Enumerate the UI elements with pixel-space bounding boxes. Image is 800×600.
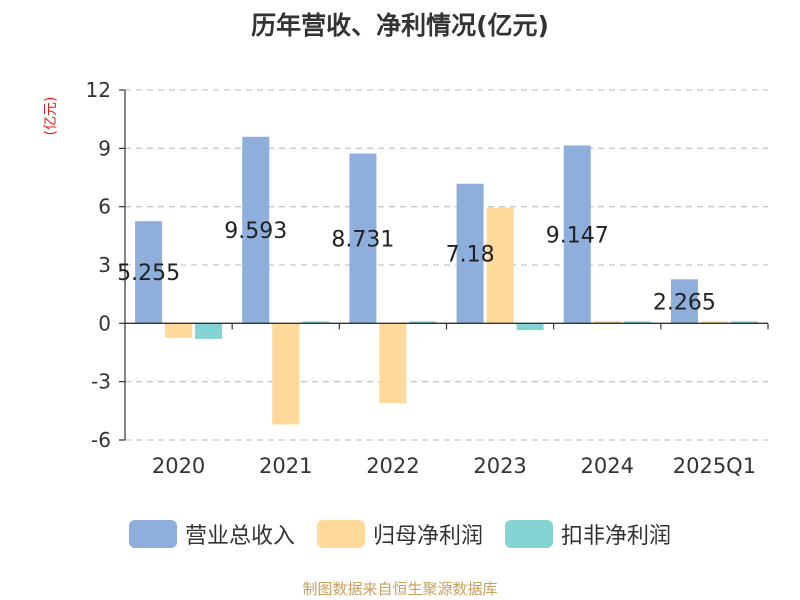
bar-net-profit — [593, 321, 621, 324]
y-tick-label: -3 — [91, 370, 111, 394]
data-label: 9.147 — [546, 223, 609, 248]
bar-revenue — [242, 136, 270, 324]
data-source-note: 制图数据来自恒生聚源数据库 — [302, 580, 498, 598]
y-tick-label: 3 — [98, 253, 111, 277]
data-label: 2.265 — [653, 290, 716, 315]
bar-revenue — [670, 279, 698, 324]
data-label: 5.255 — [117, 261, 180, 286]
legend-label-net-profit: 归母净利润 — [372, 524, 483, 549]
legend-swatch-deducted-net-profit — [505, 520, 553, 548]
x-tick-label: 2025Q1 — [673, 454, 756, 478]
x-tick-label: 2020 — [152, 454, 205, 478]
bar-chart-plot: 12 9 6 3 0 -3 -6 2020 2021 2022 2023 2024 2025Q1 5.25… — [86, 78, 769, 478]
bar-deducted-net-profit — [623, 321, 651, 324]
bar-revenue — [349, 153, 377, 324]
data-label: 7.18 — [446, 243, 495, 268]
y-tick-label: 9 — [98, 136, 111, 160]
x-tick-label: 2021 — [259, 454, 312, 478]
bar-revenue — [563, 145, 591, 324]
legend-swatch-revenue — [128, 520, 177, 548]
bar-net-profit — [165, 323, 193, 338]
y-tick-label: 12 — [86, 78, 111, 102]
legend-swatch-net-profit — [316, 520, 365, 548]
bar-net-profit — [700, 321, 728, 324]
legend: 营业总收入 归母净利润 扣非净利润 — [0, 518, 800, 550]
y-tick-label: 0 — [98, 311, 111, 335]
bar-deducted-net-profit — [516, 323, 544, 331]
data-label: 9.593 — [224, 219, 287, 244]
x-tick-label: 2023 — [473, 454, 526, 478]
bar-deducted-net-profit — [409, 321, 437, 324]
y-tick-label: 6 — [98, 195, 111, 219]
x-tick-label: 2024 — [581, 454, 634, 478]
bar-deducted-net-profit — [730, 321, 758, 324]
legend-label-deducted-net-profit: 扣非净利润 — [561, 524, 672, 549]
bar-net-profit — [379, 323, 407, 404]
x-tick-label: 2022 — [366, 454, 419, 478]
legend-item-net-profit[interactable]: 归母净利润 — [316, 518, 483, 550]
y-tick-label: -6 — [91, 428, 111, 452]
bar-deducted-net-profit — [302, 321, 330, 324]
bar-revenue — [456, 183, 484, 324]
bar-deducted-net-profit — [195, 323, 223, 339]
chart-title: 历年营收、净利情况(亿元) — [251, 11, 549, 40]
legend-label-revenue: 营业总收入 — [184, 524, 295, 549]
bar-revenue — [135, 221, 163, 324]
bar-net-profit — [272, 323, 300, 425]
legend-item-deducted-net-profit[interactable]: 扣非净利润 — [505, 518, 671, 550]
data-label: 8.731 — [331, 227, 394, 252]
bar-net-profit — [486, 207, 514, 324]
legend-item-revenue[interactable]: 营业总收入 — [128, 518, 295, 550]
